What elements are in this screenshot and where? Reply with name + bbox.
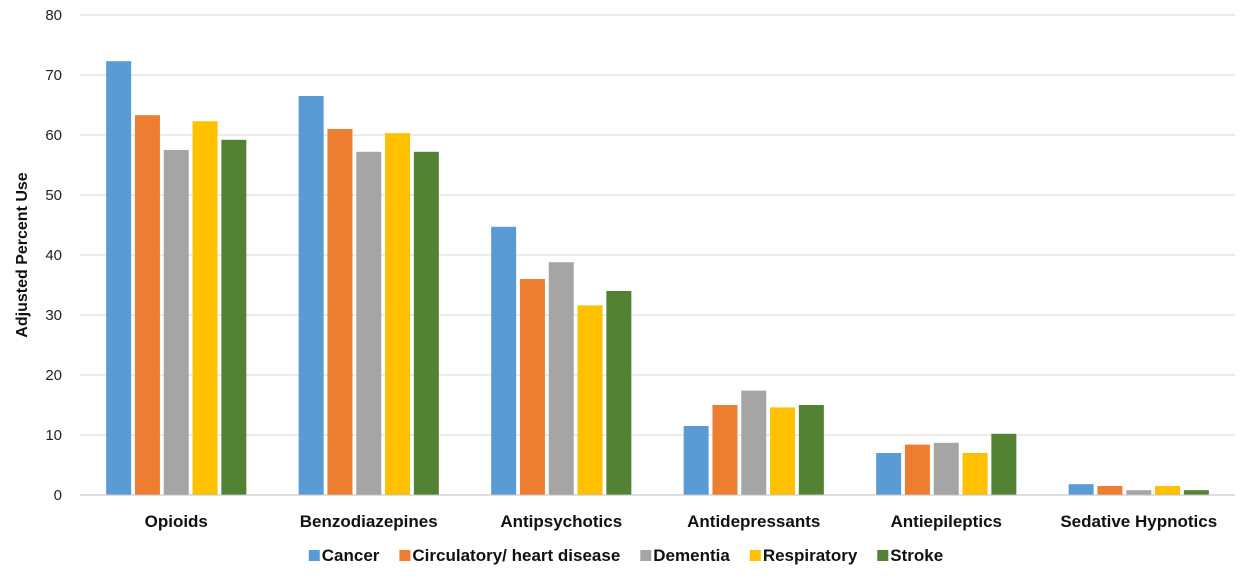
bars <box>106 61 1209 496</box>
bar <box>134 115 160 495</box>
legend-item: Dementia <box>640 546 730 565</box>
bar <box>298 96 324 495</box>
bar <box>327 129 353 495</box>
bar <box>163 150 189 495</box>
bar <box>1155 486 1181 495</box>
bar <box>106 61 132 495</box>
bar <box>491 226 517 496</box>
y-tick-label: 70 <box>45 67 62 84</box>
legend-item: Respiratory <box>749 546 858 565</box>
bar <box>798 405 824 495</box>
y-tick-label: 10 <box>45 427 62 444</box>
y-tick-label: 30 <box>45 307 62 324</box>
bar <box>1068 484 1094 495</box>
bar <box>712 405 738 495</box>
bar <box>413 151 439 496</box>
legend-swatch <box>640 550 652 561</box>
legend-swatch <box>399 550 411 561</box>
y-tick-label: 40 <box>45 247 62 264</box>
bar <box>770 407 796 495</box>
category-label: Sedative Hypnotics <box>1060 512 1217 531</box>
bar <box>606 291 632 495</box>
bar <box>577 305 603 495</box>
category-label: Antipsychotics <box>500 512 622 531</box>
bar <box>876 453 902 495</box>
gridlines <box>80 14 1235 436</box>
y-tick-label: 0 <box>54 487 62 504</box>
legend-label: Cancer <box>322 546 380 565</box>
legend-label: Stroke <box>890 546 943 565</box>
legend-item: Cancer <box>308 546 380 565</box>
y-tick-label: 60 <box>45 127 62 144</box>
legend: Cancer Circulatory/ heart disease Dementia… <box>308 546 943 565</box>
bar <box>519 279 545 495</box>
category-label: Antiepileptics <box>891 512 1002 531</box>
legend-swatch <box>308 550 320 561</box>
y-tick-label: 20 <box>45 367 62 384</box>
bar <box>548 262 574 495</box>
legend-swatch <box>877 550 889 561</box>
bar <box>904 444 930 495</box>
legend-item: Circulatory/ heart disease <box>399 546 620 565</box>
bar <box>683 426 709 495</box>
legend-item: Stroke <box>877 546 943 565</box>
y-tick-label: 80 <box>45 7 62 24</box>
bar <box>741 390 767 495</box>
bar <box>221 139 247 496</box>
y-tick-label: 50 <box>45 187 62 204</box>
bar <box>1183 490 1209 495</box>
category-label: Antidepressants <box>687 512 820 531</box>
bar <box>962 453 988 495</box>
legend-label: Dementia <box>653 546 730 565</box>
bar <box>356 151 382 496</box>
legend-label: Respiratory <box>763 546 858 565</box>
legend-label: Circulatory/ heart disease <box>412 546 620 565</box>
bar <box>1126 490 1152 495</box>
bar <box>933 442 959 495</box>
bar <box>192 121 218 495</box>
bar <box>385 133 411 495</box>
bar <box>1097 486 1123 495</box>
y-tick-labels: 0 10 20 30 40 50 60 70 80 <box>45 7 62 504</box>
legend-swatch <box>749 550 761 561</box>
y-axis-label: Adjusted Percent Use <box>14 172 31 337</box>
category-labels: Opioids Benzodiazepines Antipsychotics Anti… <box>145 512 1218 531</box>
category-label: Opioids <box>145 512 208 531</box>
bar <box>991 433 1017 495</box>
category-label: Benzodiazepines <box>300 512 438 531</box>
